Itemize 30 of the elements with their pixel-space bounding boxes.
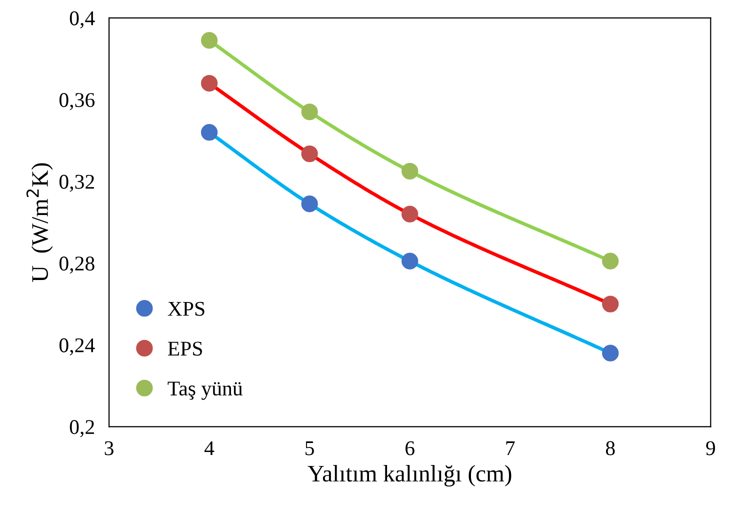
- legend-label: Taş yünü: [168, 382, 243, 400]
- y-tick-label: 0,36: [59, 93, 95, 110]
- point: [602, 252, 619, 270]
- point: [301, 145, 318, 162]
- point: [200, 32, 218, 49]
- legend-label: EPS: [168, 342, 202, 356]
- y-tick-label: 0,28: [59, 256, 94, 274]
- y-axis-title: U (W/m$^{2}$K): [26, 163, 53, 282]
- x-tick-label: 8: [606, 441, 615, 456]
- point: [200, 74, 218, 92]
- y-tick-label: 0,2: [70, 420, 94, 438]
- legend-label: XPS: [168, 302, 204, 316]
- x-tick-label: 3: [104, 441, 114, 456]
- x-tick-label: 9: [706, 441, 715, 456]
- point: [301, 104, 318, 120]
- x-tick-label: 7: [506, 441, 515, 456]
- x-tick-label: 6: [406, 441, 414, 456]
- y-tick-label: 0,4: [70, 11, 95, 28]
- y-tick-label: 0,24: [59, 338, 95, 356]
- x-tick-label: 4: [204, 441, 214, 456]
- x-axis-title: Yalıtım kalınlığı (cm): [308, 465, 512, 486]
- point: [200, 124, 218, 141]
- point: [602, 344, 619, 362]
- x-tick-label: 5: [306, 441, 314, 456]
- point: [602, 296, 619, 312]
- point: [402, 206, 418, 222]
- y-tick-label: 0,32: [59, 174, 94, 192]
- point: [301, 196, 318, 212]
- point: [402, 162, 418, 180]
- point: [402, 252, 418, 270]
